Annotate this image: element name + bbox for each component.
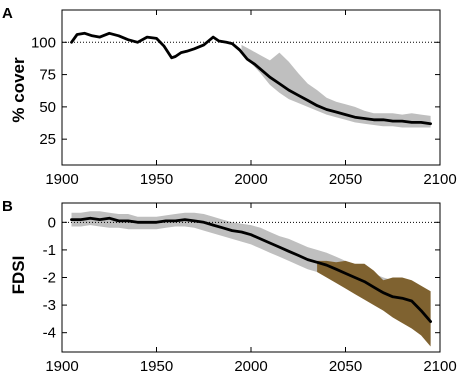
x-tick-label: 1950 [140,358,173,375]
x-tick-label: 2000 [234,358,267,375]
panel-label-a: A [2,5,13,22]
x-tick-label: 2000 [234,171,267,188]
future-uncertainty-band [317,260,431,347]
panel-a: A % cover 1900 1950 2000 2050 2100 25 50 75 100 [2,5,457,188]
y-tick-label: 50 [39,99,56,116]
ylabel-a: % cover [9,57,28,123]
x-tick-label: 2050 [329,358,362,375]
plot-area-a: 1900 1950 2000 2050 2100 25 50 75 100 [31,9,457,188]
x-tick-label: 2050 [329,171,362,188]
y-tick-label: -3 [43,297,56,314]
axes-frame [61,9,441,166]
panel-b: B FDSI 1900 1950 2000 2050 2100 -4 -3 -2 -1 0 [2,198,457,375]
uncertainty-band [241,44,431,128]
y-tick-label: -4 [43,325,56,342]
y-tick-label: 75 [39,67,56,84]
x-tick-label: 1950 [140,171,173,188]
y-tick-label: -2 [43,270,56,287]
x-tick-label: 2100 [423,358,456,375]
series-line [70,216,432,323]
x-tick-label: 1900 [45,171,78,188]
y-tick-label: -1 [43,242,56,259]
y-tick-label: 100 [31,34,56,51]
series-line [70,31,432,126]
panel-label-b: B [2,198,13,215]
ylabel-b: FDSI [9,256,28,295]
y-tick-label: 25 [39,131,56,148]
x-tick-label: 1900 [45,358,78,375]
x-tick-label: 2100 [423,171,456,188]
plot-area-b: 1900 1950 2000 2050 2100 -4 -3 -2 -1 0 [43,202,457,375]
y-tick-label: 0 [48,214,56,231]
